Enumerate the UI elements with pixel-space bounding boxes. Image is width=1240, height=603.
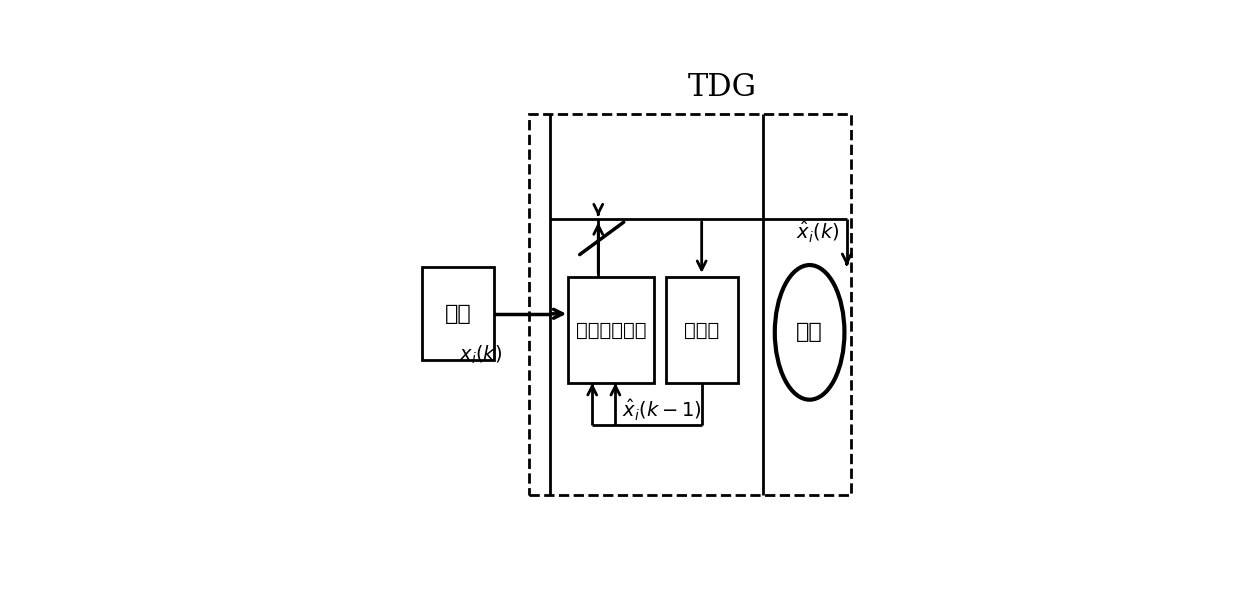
Text: 事件触发机制: 事件触发机制 [575, 321, 646, 339]
Text: $\hat{x}_{i}(k)$: $\hat{x}_{i}(k)$ [796, 220, 839, 245]
Text: $x_{i}(k)$: $x_{i}(k)$ [460, 344, 502, 366]
Bar [568, 277, 653, 384]
Text: 网络: 网络 [796, 323, 823, 343]
Text: TDG: TDG [688, 72, 756, 103]
Bar [528, 114, 852, 495]
Bar [422, 267, 494, 360]
Text: 采样: 采样 [444, 304, 471, 324]
Text: $\hat{x}_{i}(k-1)$: $\hat{x}_{i}(k-1)$ [622, 398, 702, 423]
Bar [666, 277, 738, 384]
Text: 保持器: 保持器 [684, 321, 719, 339]
Ellipse shape [775, 265, 844, 400]
